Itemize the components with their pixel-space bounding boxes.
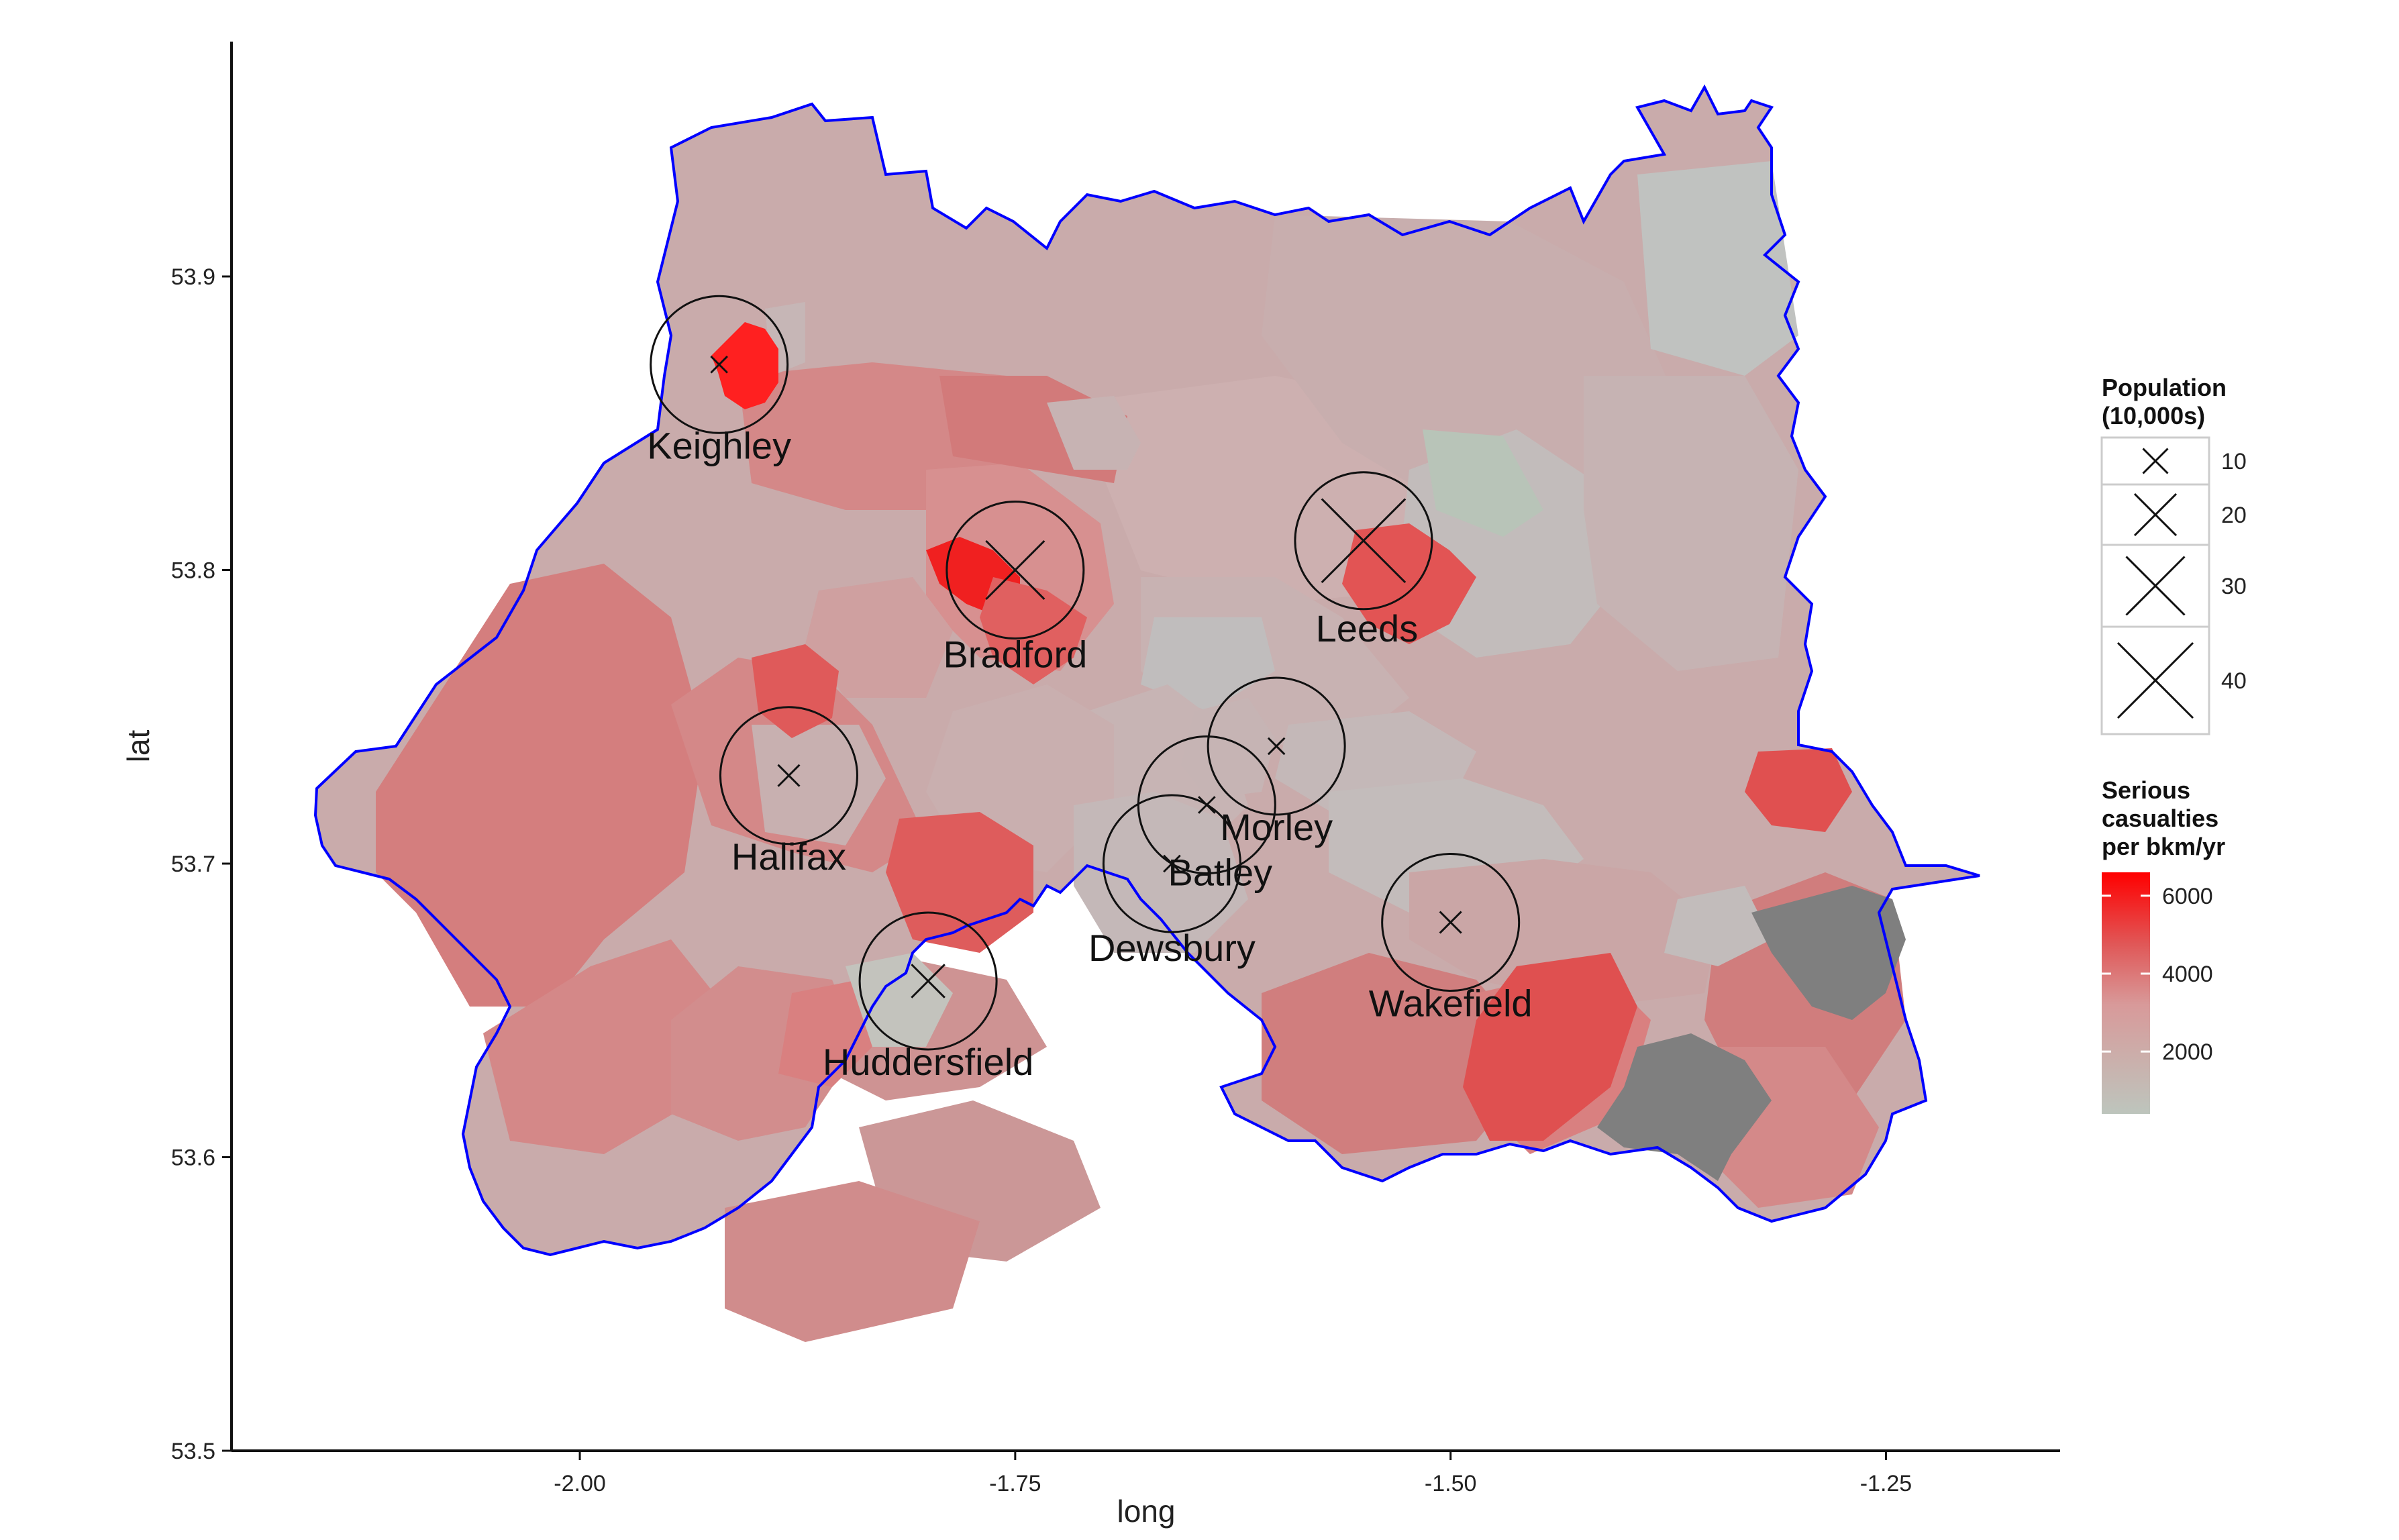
x-axis-title: long (1117, 1494, 1176, 1529)
city-label: Bradford (943, 633, 1087, 676)
city-markers: Keighley Bradford Leeds Halifax MorleyBatley… (647, 295, 1533, 1083)
city-circle (1102, 794, 1241, 933)
city-label: Wakefield (1369, 982, 1533, 1025)
population-cross-mark (777, 764, 801, 787)
district-region (483, 939, 725, 1154)
district-region (1664, 886, 1772, 966)
y-tick-label: 53.9 (171, 264, 215, 290)
district-region (1262, 215, 1678, 523)
district-region (1074, 792, 1248, 953)
casualties-legend: Serious casualties per bkm/yr 6000 4000 20… (2102, 776, 2225, 1114)
city-marker-keighley: Keighley (647, 295, 791, 466)
district-region (1423, 429, 1543, 537)
district-region (725, 1181, 980, 1342)
population-key-label: 10 (2221, 449, 2247, 474)
city-label: Dewsbury (1088, 927, 1256, 969)
district-region (846, 953, 953, 1047)
city-circle (1294, 471, 1433, 611)
city-circle (858, 911, 998, 1051)
city-marker-leeds: Leeds (1294, 471, 1433, 650)
district-region (1597, 1033, 1772, 1181)
population-key-cross (2133, 493, 2178, 537)
x-tick-label: -1.50 (1425, 1471, 1477, 1496)
district-region (1463, 953, 1637, 1141)
y-tick-label: 53.5 (171, 1439, 215, 1464)
city-circle (1207, 676, 1346, 816)
district-region (752, 725, 886, 845)
district-region (711, 322, 778, 409)
city-marker-huddersfield: Huddersfield (823, 911, 1033, 1083)
city-marker-halifax: Halifax (719, 706, 858, 878)
city-marker-morley: Morley (1207, 676, 1346, 848)
district-region (778, 980, 872, 1087)
axes: -2.00 -1.75 -1.50 -1.25 53.553.653.753.853.… (121, 42, 2060, 1529)
casualties-tick-label: 4000 (2162, 962, 2213, 987)
population-legend-keys: 10 20 30 40 (2100, 436, 2247, 735)
x-tick-label: -2.00 (554, 1471, 606, 1496)
city-circle (1381, 853, 1521, 992)
population-key-cross (2142, 448, 2169, 474)
population-key-label: 40 (2221, 668, 2247, 694)
casualties-legend-ticks: 6000 4000 2000 (2102, 884, 2213, 1065)
population-key-cross (2125, 556, 2186, 616)
population-key-label: 30 (2221, 574, 2247, 599)
city-marker-bradford: Bradford (943, 501, 1087, 676)
district-region (1047, 396, 1141, 470)
y-ticks: 53.5 53.6 53.7 53.8 53.9 (171, 264, 232, 1464)
x-ticks: -2.00 -1.75 -1.50 -1.25 (554, 1451, 1912, 1496)
x-tick-label: -1.25 (1860, 1471, 1912, 1496)
population-key-label: 20 (2221, 503, 2247, 528)
casualties-legend-title-line1: Serious (2102, 776, 2190, 804)
district-region (1637, 161, 1798, 376)
district-region (376, 564, 705, 1007)
casualties-tick-label: 2000 (2162, 1039, 2213, 1065)
population-cross-mark (710, 355, 728, 374)
population-cross-mark (1163, 854, 1181, 873)
district-region (980, 577, 1087, 684)
city-label: Morley (1220, 806, 1333, 848)
casualties-colorbar (2102, 872, 2150, 1114)
district-region (805, 577, 953, 698)
district-region (752, 644, 839, 738)
district-region (1181, 698, 1275, 799)
city-label: Keighley (647, 424, 791, 466)
x-tick-label: -1.75 (989, 1471, 1041, 1496)
y-tick-label: 53.6 (171, 1145, 215, 1171)
city-circle (650, 295, 789, 434)
city-marker-dewsbury: Dewsbury (1088, 794, 1256, 969)
population-cross-mark (985, 540, 1045, 601)
population-key-box (2100, 483, 2210, 546)
city-label: Halifax (731, 835, 846, 878)
casualties-legend-title-line3: per bkm/yr (2102, 833, 2225, 860)
population-legend: Population (10,000s) 10 20 30 40 (2100, 374, 2247, 735)
population-cross-mark (911, 964, 946, 998)
casualties-legend-title-line2: casualties (2102, 805, 2218, 832)
population-key-cross (2116, 641, 2194, 719)
district-region (1751, 886, 1906, 1020)
population-cross-mark (1267, 737, 1286, 756)
city-circle (719, 706, 858, 845)
population-legend-title-line1: Population (2102, 374, 2227, 401)
y-tick-label: 53.8 (171, 558, 215, 584)
district-region (1745, 748, 1852, 832)
district-region (886, 812, 1033, 953)
city-label: Leeds (1316, 607, 1419, 650)
map-regions (315, 87, 1980, 1342)
district-region (1409, 859, 1718, 1007)
casualties-tick-label: 6000 (2162, 884, 2213, 909)
y-tick-label: 53.7 (171, 852, 215, 877)
y-axis-title: lat (121, 729, 156, 762)
county-boundary (313, 84, 1980, 1257)
population-cross-mark (1321, 498, 1407, 584)
city-circle (946, 501, 1085, 639)
district-region (1584, 376, 1798, 671)
population-legend-title-line2: (10,000s) (2102, 402, 2205, 429)
city-label: Batley (1168, 852, 1273, 894)
city-label: Huddersfield (823, 1041, 1033, 1083)
city-marker-wakefield: Wakefield (1369, 853, 1533, 1025)
population-cross-mark (1439, 911, 1462, 934)
